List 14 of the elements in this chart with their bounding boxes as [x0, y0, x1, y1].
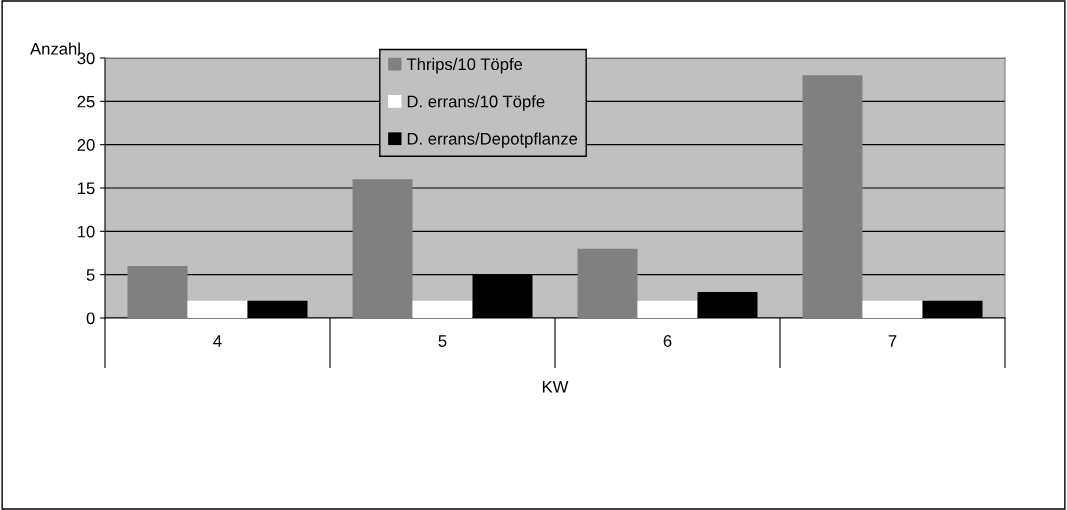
y-tick-label: 25 — [77, 95, 95, 108]
y-tick-label: 5 — [86, 269, 95, 281]
x-tick-label: 4 — [213, 335, 222, 347]
y-tick-label: 20 — [77, 139, 95, 151]
legend-label: Thrips/10 Töpfe — [406, 57, 523, 74]
legend-label: D. errans/Depotpflanze — [407, 132, 578, 148]
y-tick-label: 15 — [78, 182, 95, 195]
x-tick-label: 5 — [438, 335, 447, 347]
legend-label: D. errans/10 Töpfe — [407, 95, 545, 111]
y-tick-label: 0 — [86, 312, 95, 325]
x-tick-label: 6 — [663, 335, 672, 347]
y-tick-label: 10 — [78, 225, 95, 238]
x-tick-label: 7 — [888, 335, 897, 347]
x-axis-title: KW — [542, 381, 569, 393]
